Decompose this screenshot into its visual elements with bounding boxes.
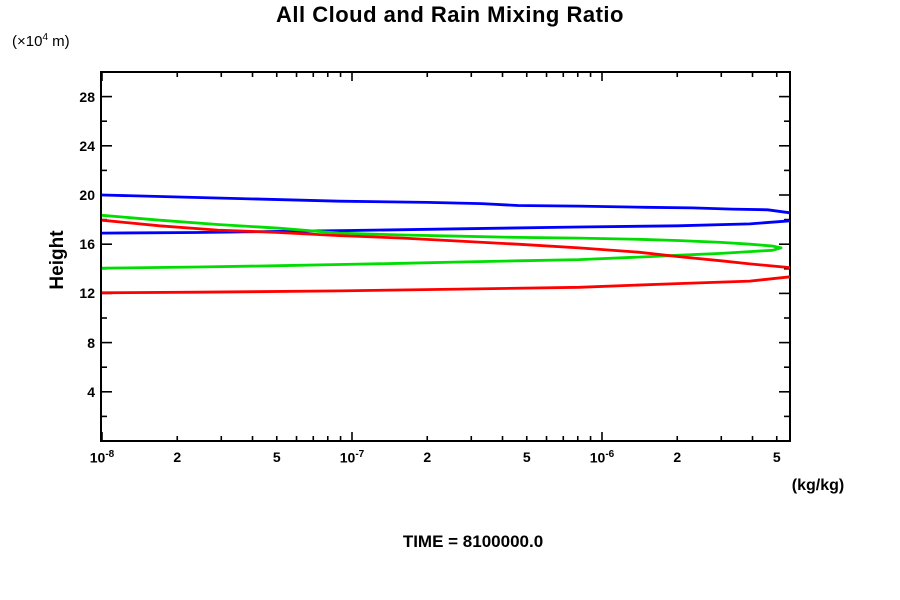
x-tick-base: 2 (673, 449, 682, 465)
x-tick-label: 5 (273, 449, 281, 465)
x-axis-unit-label: (kg/kg) (791, 477, 845, 494)
x-tick-label: 5 (773, 449, 781, 465)
y-tick-label: 4 (87, 383, 95, 400)
y-tick-label: 16 (79, 236, 95, 253)
red-mixing-ratio-lower-branch (101, 275, 791, 295)
plot-frame (100, 71, 791, 442)
time-stamp-label: TIME = 8100000.0 (402, 532, 544, 551)
x-tick-base: 5 (772, 449, 781, 465)
y-tick-label: 28 (79, 88, 95, 105)
x-tick-base: 2 (423, 449, 432, 465)
x-tick-base: 10 (89, 449, 106, 466)
red-mixing-ratio-upper-branch (101, 218, 791, 269)
y-tick-label: 24 (79, 137, 95, 154)
y-tick-label: 12 (79, 285, 95, 302)
x-tick-label: 2 (423, 449, 431, 465)
chart-title: All Cloud and Rain Mixing Ratio (276, 2, 624, 27)
y-unit-prefix: (×10 (12, 33, 43, 50)
x-tick-base: 2 (173, 449, 182, 465)
blue-mixing-ratio-upper-branch (101, 193, 791, 215)
x-tick-label: 2 (173, 449, 181, 465)
x-tick-base: 10 (339, 449, 356, 466)
x-tick-exponent: -7 (355, 449, 365, 460)
x-tick-label: 10-8 (90, 449, 114, 466)
x-tick-label: 10-7 (340, 449, 364, 466)
x-tick-base: 10 (589, 449, 606, 466)
x-tick-exponent: -6 (605, 449, 615, 460)
green-mixing-ratio-profile (101, 213, 783, 270)
x-tick-exponent: -8 (105, 449, 115, 460)
y-tick-label: 8 (87, 334, 95, 351)
y-tick-label: 20 (79, 187, 95, 203)
x-tick-label: 10-6 (590, 449, 614, 466)
blue-mixing-ratio-lower-branch (101, 219, 791, 235)
y-unit-suffix: m) (48, 33, 70, 50)
x-tick-label: 2 (673, 449, 681, 465)
y-unit-exponent: 4 (42, 32, 49, 43)
x-tick-base: 5 (272, 449, 281, 465)
y-axis-unit-label: (×104 m) (12, 32, 70, 50)
x-tick-base: 5 (522, 449, 531, 465)
x-tick-label: 5 (523, 449, 531, 465)
